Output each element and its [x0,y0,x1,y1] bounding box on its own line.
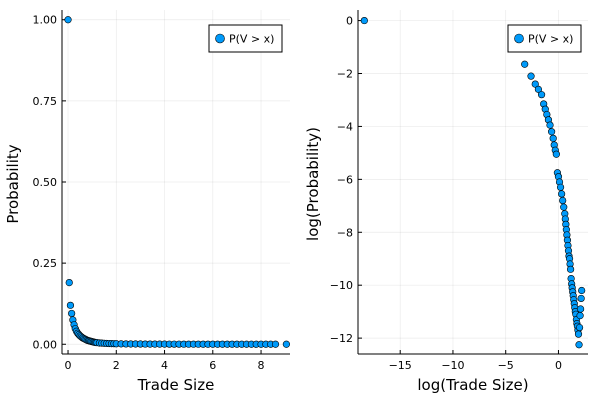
left-ticks: 0 2 4 6 8 0.00 0.25 0.50 0.75 1.00 [33,14,265,372]
left-data-point [68,309,76,318]
left-y-tick-label: 0.75 [33,95,58,108]
left-y-tick-label: 0.25 [33,257,58,270]
left-data-point [65,279,73,287]
right-y-tick-label: −6 [337,173,353,186]
right-data-point [552,150,560,158]
left-x-tick-label: 8 [258,359,265,372]
right-grid [358,10,588,354]
left-data-point [64,16,72,24]
right-legend-marker [514,33,524,44]
right-data-point [574,330,583,338]
right-x-axis-label: log(Trade Size) [417,376,528,394]
right-data-point [537,91,546,99]
right-chart-panel: −15 −10 −5 0 −12 −10 −8 −6 −4 −2 0 log(Trade Size)… [304,10,588,394]
left-data-point [282,340,290,348]
right-y-axis-label: log(Probability) [304,127,322,241]
right-data-points [360,16,586,349]
right-data-point [521,60,529,68]
left-x-axis-label: Trade Size [137,376,215,394]
left-x-tick-label: 0 [65,359,72,372]
left-y-axis-label: Probability [4,144,22,223]
right-y-tick-label: −12 [330,332,353,345]
right-legend-label: P(V > x) [528,33,573,46]
right-data-point [578,286,586,295]
left-data-points [64,16,290,348]
left-data-point [271,340,280,348]
right-data-point [559,196,567,205]
right-data-point [560,203,568,211]
right-data-point [566,265,575,273]
right-data-point [575,323,584,332]
right-data-point [576,312,584,320]
left-y-tick-label: 0.50 [33,176,58,189]
right-data-point [534,85,543,93]
right-y-tick-label: 0 [346,15,353,28]
right-y-tick-label: −2 [337,68,353,81]
right-x-tick-label: −5 [498,359,514,372]
right-data-point [556,183,565,191]
right-data-point [575,341,583,349]
right-data-point [549,134,557,142]
left-chart-panel: 0 2 4 6 8 0.00 0.25 0.50 0.75 1.00 Trade Size Pro… [4,10,290,394]
left-y-tick-label: 0.00 [33,338,58,351]
right-axes-frame [357,10,588,355]
right-data-point [558,190,566,198]
left-legend-label: P(V > x) [229,33,274,46]
right-x-tick-label: 0 [555,359,562,372]
left-data-point [66,301,75,309]
right-data-point [548,128,556,136]
left-grid [62,10,290,354]
left-legend-marker [215,33,225,44]
left-legend: P(V > x) [208,24,283,53]
right-x-tick-label: −15 [389,359,412,372]
right-data-point [577,305,585,313]
right-x-tick-label: −10 [441,359,464,372]
right-ticks: −15 −10 −5 0 −12 −10 −8 −6 −4 −2 0 [330,15,562,372]
left-y-tick-label: 1.00 [33,14,58,27]
right-data-point [531,80,539,88]
right-y-tick-label: −8 [337,226,353,239]
left-x-tick-label: 6 [209,359,216,372]
right-data-point [527,72,535,80]
left-x-tick-label: 4 [161,359,168,372]
right-data-point [360,16,368,25]
right-data-point [577,294,585,303]
right-data-point [546,121,554,129]
right-y-tick-label: −10 [330,279,353,292]
left-x-tick-label: 2 [113,359,120,372]
right-y-tick-label: −4 [337,120,353,133]
right-legend: P(V > x) [507,24,582,53]
